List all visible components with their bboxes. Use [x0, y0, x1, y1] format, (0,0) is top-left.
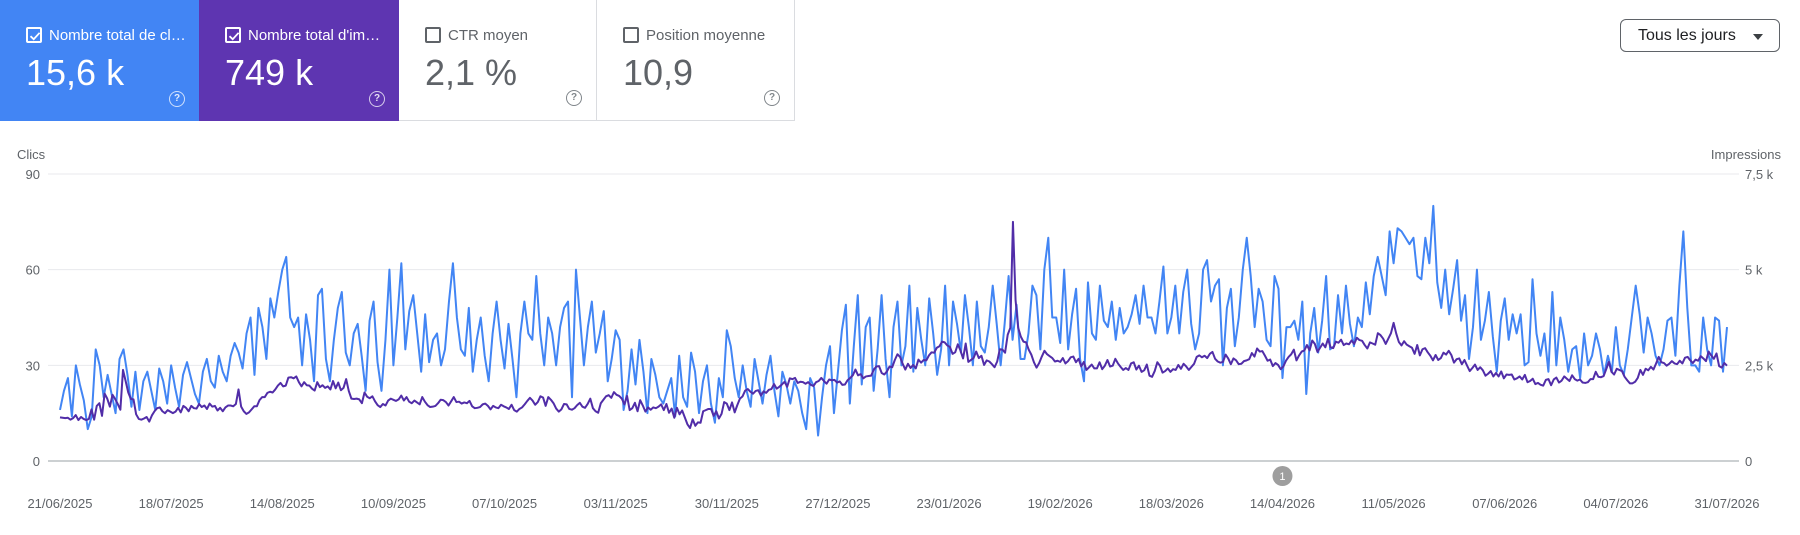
help-icon[interactable]: ? [764, 90, 780, 106]
x-tick-label: 14/08/2025 [250, 496, 315, 511]
metric-value: 749 k [225, 52, 314, 93]
y-tick-label-right: 2,5 k [1745, 358, 1774, 373]
checkbox-checked-icon[interactable] [225, 27, 241, 43]
y-tick-label-left: 0 [33, 454, 40, 469]
clicks-line [59, 204, 1728, 437]
checkbox-unchecked-icon[interactable] [623, 27, 639, 43]
x-tick-label: 30/11/2025 [695, 496, 759, 511]
x-tick-label: 07/06/2026 [1472, 496, 1537, 511]
annotation-marker [1272, 466, 1293, 486]
metric-card-impressions[interactable]: Nombre total d'impressions 749 k ? [199, 0, 399, 121]
period-dropdown[interactable]: Tous les jours [1620, 19, 1780, 52]
annotation-label: 1 [1279, 471, 1285, 483]
checkbox-unchecked-icon[interactable] [425, 27, 441, 43]
performance-chart: Clics Impressions 90 7,5 k 60 5 k 30 2,5 k 0 0 21/… [17, 147, 1782, 511]
y-axis-right-title: Impressions [1711, 147, 1782, 162]
metric-value: 10,9 [623, 52, 694, 93]
x-tick-label: 21/06/2025 [27, 496, 92, 511]
metric-card-position[interactable]: Position moyenne 10,9 ? [597, 0, 795, 121]
y-tick-label-right: 5 k [1745, 263, 1763, 278]
y-tick-label-left: 90 [26, 167, 40, 182]
y-tick-label-left: 60 [26, 263, 40, 278]
checkbox-checked-icon[interactable] [26, 27, 42, 43]
metric-label: CTR moyen [448, 27, 529, 44]
x-tick-label: 10/09/2025 [361, 496, 426, 511]
x-tick-label: 27/12/2025 [805, 496, 870, 511]
help-icon[interactable]: ? [566, 90, 582, 106]
x-tick-label: 31/07/2026 [1694, 496, 1759, 511]
x-tick-label: 18/07/2025 [139, 496, 204, 511]
x-tick-label: 18/03/2026 [1139, 496, 1204, 511]
caret-down-icon [1753, 34, 1763, 40]
x-tick-label: 23/01/2026 [917, 496, 982, 511]
x-tick-label: 03/11/2025 [584, 496, 648, 511]
metric-value: 15,6 k [26, 52, 125, 93]
metric-label: Position moyenne [646, 27, 766, 44]
x-tick-label: 07/10/2025 [472, 496, 537, 511]
metric-label: Nombre total de clics [49, 27, 189, 44]
metric-card-ctr[interactable]: CTR moyen 2,1 % ? [399, 0, 597, 121]
x-tick-label: 14/04/2026 [1250, 496, 1315, 511]
impressions-line [59, 220, 1728, 430]
y-tick-label-left: 30 [26, 358, 40, 373]
x-tick-label: 19/02/2026 [1028, 496, 1093, 511]
x-tick-label: 11/05/2026 [1362, 496, 1426, 511]
period-dropdown-label: Tous les jours [1638, 27, 1736, 44]
x-tick-label: 04/07/2026 [1583, 496, 1648, 511]
metric-cards: Nombre total de clics 15,6 k ? Nombre to… [0, 0, 795, 121]
metric-label: Nombre total d'impressions [248, 27, 388, 44]
y-axis-left-title: Clics [17, 147, 46, 162]
y-tick-label-right: 0 [1745, 454, 1752, 469]
y-tick-label-right: 7,5 k [1745, 167, 1774, 182]
help-icon[interactable]: ? [369, 91, 385, 107]
metric-card-clicks[interactable]: Nombre total de clics 15,6 k ? [0, 0, 199, 121]
metric-value: 2,1 % [425, 52, 518, 93]
help-icon[interactable]: ? [169, 91, 185, 107]
